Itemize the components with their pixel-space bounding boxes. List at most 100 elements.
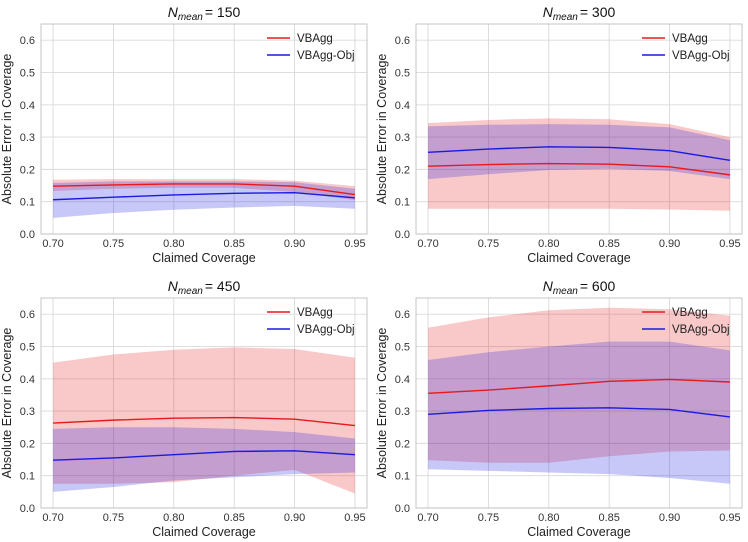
x-tick-label: 0.70 xyxy=(417,238,438,250)
band-vbagg xyxy=(428,307,730,463)
x-tick-label: 0.70 xyxy=(417,512,438,524)
subplot-title: Nmean = 300 xyxy=(543,4,616,23)
line-vbagg-obj xyxy=(428,407,731,418)
plot-area xyxy=(416,298,742,508)
y-tick-label: 0.5 xyxy=(20,341,35,353)
x-axis-label: Claimed Coverage xyxy=(527,525,631,539)
y-tick-label: 0.2 xyxy=(20,164,35,176)
band-vbagg-obj xyxy=(428,124,730,180)
subplot-1: 0.70 0.75 0.80 0.85 0.90 0.95 0.0 0.1 0.2 0.3 0.4 0… xyxy=(0,4,368,265)
band-vbagg-obj xyxy=(428,341,730,484)
plot-frame xyxy=(415,23,743,235)
y-tick-label: 0.6 xyxy=(395,309,410,321)
plot-frame xyxy=(40,23,368,235)
title-value: = 600 xyxy=(580,278,616,294)
line-vbagg xyxy=(53,183,356,196)
x-tick-label: 0.75 xyxy=(103,512,124,524)
plot-frame xyxy=(40,297,368,509)
x-tick-label: 0.70 xyxy=(42,512,63,524)
x-tick-label: 0.80 xyxy=(163,238,184,250)
x-tick-label: 0.90 xyxy=(659,238,680,250)
y-tick-label: 0.1 xyxy=(395,197,410,209)
title-value: = 150 xyxy=(205,4,241,20)
title-subscript: mean xyxy=(178,12,203,23)
y-tick-label: 0.3 xyxy=(20,132,35,144)
legend-label-vbagg: VBAgg xyxy=(672,307,708,319)
y-tick-label: 0.1 xyxy=(20,471,35,483)
title-subscript: mean xyxy=(553,12,578,23)
x-axis-label: Claimed Coverage xyxy=(152,251,256,265)
y-tick-label: 0.4 xyxy=(20,374,35,386)
y-tick-label: 0.4 xyxy=(395,100,410,112)
band-vbagg-obj xyxy=(53,181,355,218)
x-tick-label: 0.85 xyxy=(223,512,244,524)
plot-area xyxy=(416,24,742,234)
y-tick-label: 0.0 xyxy=(20,229,35,241)
title-value: = 450 xyxy=(205,278,241,294)
y-axis-label: Absolute Error in Coverage xyxy=(375,54,389,205)
x-tick-label: 0.90 xyxy=(284,512,305,524)
title-symbol: N xyxy=(168,278,179,294)
y-tick-label: 0.4 xyxy=(395,374,410,386)
subplot-title: Nmean = 150 xyxy=(168,4,241,23)
subplot-3: 0.70 0.75 0.80 0.85 0.90 0.95 0.0 0.1 0.2 0.3 0.4 0… xyxy=(0,278,368,539)
x-axis-label: Claimed Coverage xyxy=(527,251,631,265)
plot-area xyxy=(41,298,367,508)
y-tick-label: 0.6 xyxy=(20,35,35,47)
y-axis-label: Absolute Error in Coverage xyxy=(0,328,14,479)
y-tick-label: 0.3 xyxy=(395,132,410,144)
x-axis-label: Claimed Coverage xyxy=(152,525,256,539)
title-value: = 300 xyxy=(580,4,616,20)
x-tick-label: 0.85 xyxy=(598,512,619,524)
x-tick-label: 0.75 xyxy=(478,512,499,524)
x-tick-label: 0.90 xyxy=(659,512,680,524)
x-tick-label: 0.80 xyxy=(163,512,184,524)
y-tick-label: 0.2 xyxy=(395,438,410,450)
y-tick-label: 0.2 xyxy=(395,164,410,176)
x-tick-label: 0.95 xyxy=(344,512,365,524)
x-tick-label: 0.95 xyxy=(344,238,365,250)
title-symbol: N xyxy=(543,278,554,294)
subplot-2: 0.70 0.75 0.80 0.85 0.90 0.95 0.0 0.1 0.2 0.3 0.4 0… xyxy=(375,4,743,265)
line-vbagg-obj xyxy=(53,191,355,201)
x-tick-label: 0.85 xyxy=(223,238,244,250)
y-tick-label: 0.0 xyxy=(395,229,410,241)
y-tick-label: 0.0 xyxy=(395,503,410,515)
y-tick-label: 0.0 xyxy=(20,503,35,515)
y-tick-label: 0.1 xyxy=(395,471,410,483)
legend-label-vbagg: VBAgg xyxy=(297,33,333,45)
x-tick-label: 0.75 xyxy=(103,238,124,250)
x-tick-label: 0.75 xyxy=(478,238,499,250)
y-tick-label: 0.2 xyxy=(20,438,35,450)
line-vbagg-obj xyxy=(428,146,731,162)
subplot-4: 0.70 0.75 0.80 0.85 0.90 0.95 0.0 0.1 0.2 0.3 0.4 0… xyxy=(375,278,743,539)
legend-label-vbagg-obj: VBAgg-Obj xyxy=(672,324,730,336)
x-tick-label: 0.80 xyxy=(538,512,559,524)
line-vbagg xyxy=(53,416,356,427)
subplot-title: Nmean = 600 xyxy=(543,278,616,297)
y-tick-label: 0.5 xyxy=(395,341,410,353)
y-tick-label: 0.5 xyxy=(20,67,35,79)
title-symbol: N xyxy=(543,4,554,20)
plot-area xyxy=(41,24,367,234)
legend-label-vbagg: VBAgg xyxy=(672,33,708,45)
title-subscript: mean xyxy=(178,286,203,297)
title-subscript: mean xyxy=(553,286,578,297)
title-symbol: N xyxy=(168,4,179,20)
y-axis-label: Absolute Error in Coverage xyxy=(375,328,389,479)
line-vbagg xyxy=(428,162,731,176)
y-tick-label: 0.3 xyxy=(395,406,410,418)
y-tick-label: 0.4 xyxy=(20,100,35,112)
legend-label-vbagg-obj: VBAgg-Obj xyxy=(672,50,730,62)
x-tick-label: 0.85 xyxy=(598,238,619,250)
line-vbagg xyxy=(428,378,730,395)
plot-frame xyxy=(415,297,743,509)
x-tick-label: 0.70 xyxy=(42,238,63,250)
legend-label-vbagg-obj: VBAgg-Obj xyxy=(297,324,355,336)
y-tick-label: 0.6 xyxy=(395,35,410,47)
subplot-title: Nmean = 450 xyxy=(168,278,241,297)
y-tick-label: 0.6 xyxy=(20,309,35,321)
legend-label-vbagg-obj: VBAgg-Obj xyxy=(297,50,355,62)
line-vbagg-obj xyxy=(53,450,355,461)
